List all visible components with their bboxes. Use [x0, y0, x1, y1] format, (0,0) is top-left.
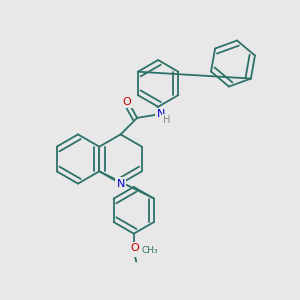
Text: H: H — [163, 115, 170, 125]
Text: O: O — [129, 245, 138, 256]
Text: O: O — [123, 97, 132, 107]
Text: CH₃: CH₃ — [141, 246, 158, 255]
Text: O: O — [130, 243, 139, 253]
Text: N: N — [157, 109, 165, 119]
Text: N: N — [116, 178, 125, 189]
